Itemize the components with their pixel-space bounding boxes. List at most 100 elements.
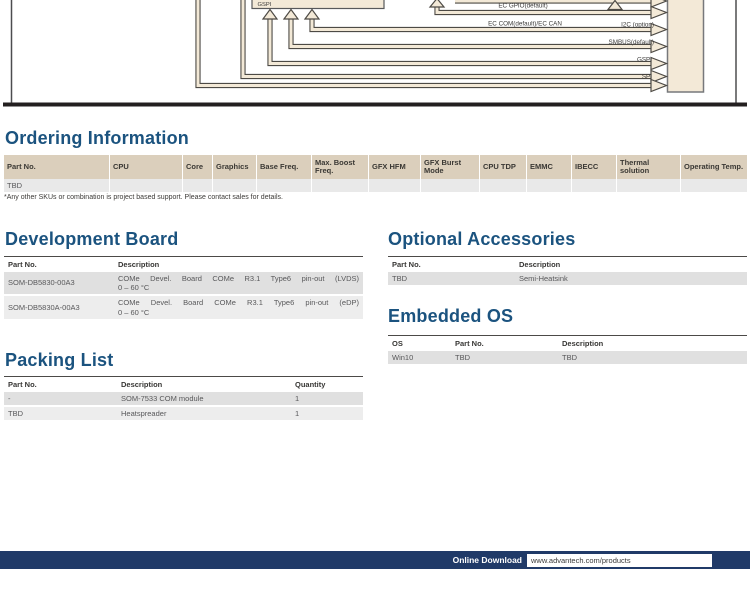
table-cell [312,179,369,192]
development-board-table: Part No. Description SOM-DB5830-00A3 COM… [4,256,363,321]
description-line: COMe Devel. Board COMe R3.1 Type6 pin-ou… [118,273,359,283]
table-cell [110,179,183,192]
table-cell: - [4,391,117,407]
table-cell: Heatspreader [117,406,291,423]
header-row: Part No. Description [4,256,363,272]
packing-list-table: Part No. Description Quantity - SOM-7533… [4,376,363,423]
up-arrow-icon [303,8,321,20]
ordering-information-title: Ordering Information [5,128,189,148]
right-arrow-icon [650,22,669,37]
table-cell: SOM-7533 COM module [117,391,291,407]
ordering-table: Part No. CPU Core Graphics Base Freq. Ma… [4,155,747,192]
embedded-os-table: OS Part No. Description Win10 TBD TBD [388,335,747,366]
column-header: CPU TDP [480,155,527,179]
column-header: Part No. [388,256,515,272]
pipe-label-ec-gpio: EC GPIO(default) [498,3,547,10]
table-cell [183,179,213,192]
embedded-os-title: Embedded OS [388,306,514,326]
gspi-box-label: GSPI [258,2,272,8]
column-header: Quantity [291,376,363,392]
connector-box [666,0,705,93]
table-cell [572,179,617,192]
online-download-label: Online Download [452,555,522,565]
table-cell: TBD [451,350,558,366]
header-row: OS Part No. Description [388,335,747,351]
pipe-labels: EC GPIO(default) EC COM(default)/EC CAN … [488,3,654,81]
column-header: Base Freq. [257,155,312,179]
table-row: Win10 TBD TBD [388,350,747,366]
table-cell [681,179,747,192]
column-header: Description [117,376,291,392]
table-cell: 1 [291,391,363,407]
column-header: Part No. [4,256,114,272]
table-row: - SOM-7533 COM module 1 [4,391,363,407]
description-line: COMe Devel. Board COMe R3.1 Type6 pin-ou… [118,298,359,308]
optional-accessories-title: Optional Accessories [388,229,576,249]
pipe-label-ec-com: EC COM(default)/EC CAN [488,21,562,28]
column-header: IBECC [572,155,617,179]
optional-accessories-table: Part No. Description TBD Semi-Heatsink [388,256,747,287]
ordering-footnote: *Any other SKUs or combination is projec… [4,194,283,201]
up-arrow-icon [428,0,446,8]
description-line: 0 – 60 °C [118,307,150,317]
up-arrow-icon [282,8,300,20]
table-cell: Semi-Heatsink [515,271,747,287]
column-header: Graphics [213,155,257,179]
right-arrow-icon [650,5,669,20]
header-row: Part No. Description Quantity [4,376,363,392]
right-arrow-icons [650,0,669,93]
column-header: Max. Boost Freq. [312,155,369,179]
description-cell: COMe Devel. Board COMe R3.1 Type6 pin-ou… [114,296,363,321]
column-header: Description [558,335,747,351]
table-cell [213,179,257,192]
column-header: Thermal solution [617,155,681,179]
right-arrow-icon [650,0,669,8]
up-arrow-icon [261,8,279,20]
table-cell: TBD [4,179,110,192]
table-cell [369,179,421,192]
up-arrow-icon [606,0,624,11]
table-row: TBD [4,179,747,192]
table-cell: TBD [4,406,117,423]
diagram-bottom-rule [3,102,747,107]
column-header: Description [114,256,363,272]
column-header: Description [515,256,747,272]
header-row: Part No. Description [388,256,747,272]
right-arrow-icon [650,39,669,54]
table-cell [527,179,572,192]
column-header: Part No. [451,335,558,351]
part-no-cell: SOM-DB5830-00A3 [4,271,114,297]
column-header: Operating Temp. [681,155,747,179]
table-cell: 1 [291,406,363,423]
table-cell [257,179,312,192]
column-header: GFX Burst Mode [421,155,480,179]
ordering-header-row: Part No. CPU Core Graphics Base Freq. Ma… [4,155,747,179]
part-no-cell: SOM-DB5830A-00A3 [4,296,114,321]
pipe-fills [196,0,652,87]
column-header: OS [388,335,451,351]
block-diagram: GSPI [3,0,747,107]
column-header: Core [183,155,213,179]
column-header: CPU [110,155,183,179]
pipe-label-smbus: SMBUS(default) [609,39,655,46]
column-header: GFX HFM [369,155,421,179]
description-line: 0 – 60 °C [118,282,150,292]
pipe-label-i2c: I2C (option) [621,22,654,29]
right-arrow-icon [650,78,669,93]
table-cell [421,179,480,192]
table-row: TBD Heatspreader 1 [4,406,363,423]
right-arrow-icon [650,56,669,71]
table-row: TBD Semi-Heatsink [388,271,747,287]
column-header: Part No. [4,155,110,179]
pipe-label-gspi: GSPI [637,57,652,64]
table-cell [617,179,681,192]
download-url-link[interactable]: www.advantech.com/products [527,553,712,567]
description-cell: COMe Devel. Board COMe R3.1 Type6 pin-ou… [114,271,363,297]
right-arrow-icon [650,69,669,84]
packing-list-title: Packing List [5,350,114,370]
table-row: SOM-DB5830A-00A3 COMe Devel. Board COMe … [4,296,363,321]
up-arrow-icons [261,0,624,20]
table-row: SOM-DB5830-00A3 COMe Devel. Board COMe R… [4,271,363,297]
footer-bar: Online Download www.advantech.com/produc… [0,551,750,569]
